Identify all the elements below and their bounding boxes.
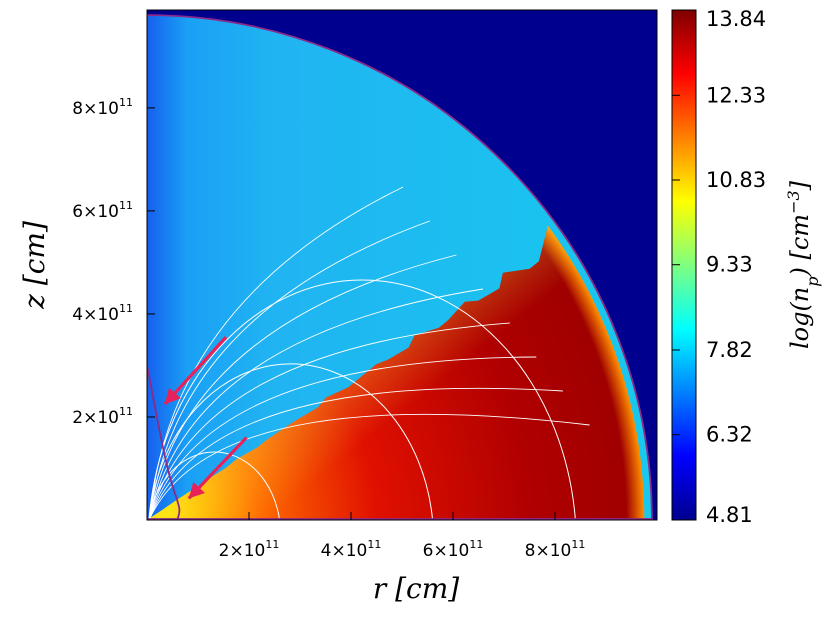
colorbar-label-sup: −3 (784, 190, 803, 214)
colorbar-label-sub: p (803, 276, 822, 286)
x-tick-label: 2×1011 (219, 538, 280, 561)
domain-boundary (147, 14, 653, 520)
colorbar-tick-label: 7.82 (706, 338, 753, 362)
arrow-head (164, 387, 181, 405)
field-line-arc (148, 451, 281, 520)
pointer-arrow (163, 336, 228, 406)
y-tick-label: 2×1011 (72, 405, 133, 428)
field-line-fan (149, 186, 404, 519)
colorbar-label-mid: ) [cm (786, 214, 814, 278)
arrow-shaft (163, 336, 228, 406)
colorbar-tick-label: 9.33 (706, 253, 753, 277)
heatmap-plot-area (147, 10, 657, 520)
colorbar-label-post: ] (786, 180, 814, 191)
disk-edge-glow (147, 225, 645, 520)
field-line-fan (149, 220, 430, 519)
y-axis-label: z [cm] (18, 221, 51, 310)
colorbar-tick-label: 13.84 (706, 7, 766, 31)
field-line-fan (149, 413, 590, 519)
x-axis-label: r [cm] (373, 572, 459, 605)
field-line-fan (149, 322, 510, 519)
field-line-arc (148, 363, 434, 520)
x-tick-label: 8×1011 (525, 538, 586, 561)
y-tick-label: 8×1011 (72, 96, 133, 119)
plot-frame (146, 9, 658, 521)
colorbar-tick-label: 4.81 (706, 503, 753, 527)
pointer-arrow (187, 436, 248, 500)
y-axis-ticks: 2×1011 4×1011 6×1011 8×1011 (72, 96, 155, 428)
field-line-fan (149, 254, 457, 519)
arrow-head (188, 481, 205, 499)
colorbar-tick-label: 10.83 (706, 168, 766, 192)
field-lines (148, 186, 590, 520)
field-line-fan (149, 387, 563, 519)
field-line-arc (148, 279, 576, 520)
y-tick-label: 4×1011 (72, 302, 133, 325)
y-tick-label: 6×1011 (72, 199, 133, 222)
colorbar-label-pre: log(n (786, 287, 814, 349)
x-axis-ticks: 2×1011 4×1011 6×1011 8×1011 (219, 512, 586, 561)
field-line-fan (149, 288, 484, 519)
x-tick-label: 4×1011 (321, 538, 382, 561)
colorbar-label: log(np) [cm−3] (784, 180, 822, 349)
inner-boundary (147, 365, 181, 520)
x-tick-label: 6×1011 (423, 538, 484, 561)
colorbar-ticks: 4.81 6.32 7.82 9.33 10.83 12.33 13.84 (672, 7, 766, 527)
colorbar-tick-label: 6.32 (706, 423, 753, 447)
colorbar-tick-label: 12.33 (706, 83, 766, 107)
